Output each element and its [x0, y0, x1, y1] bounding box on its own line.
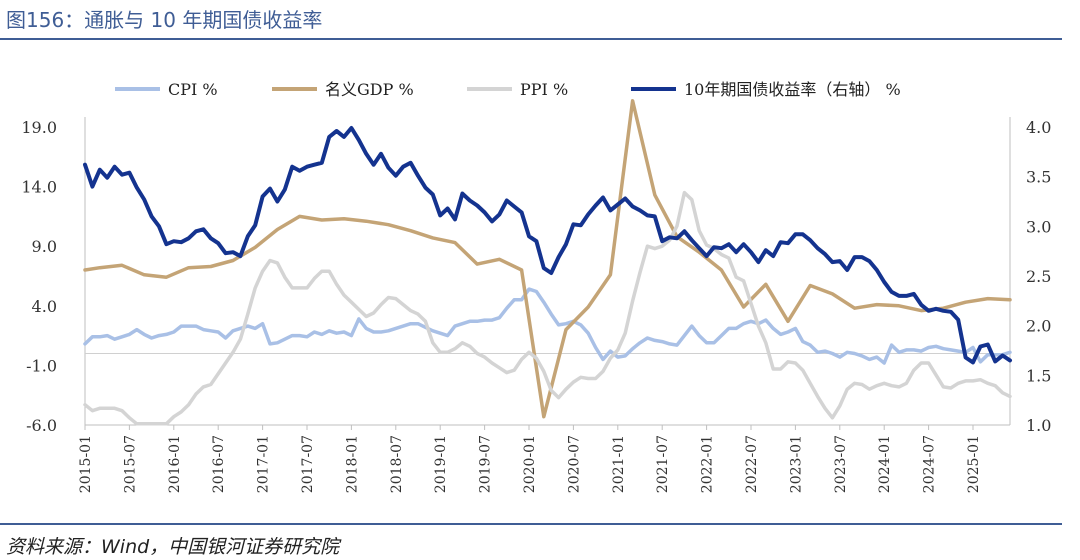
x-tick-label: 2017-07	[300, 435, 316, 493]
series-line-2	[83, 99, 1012, 419]
right-tick-label: 2.0	[1026, 317, 1051, 336]
legend-label-3: PPI %	[520, 80, 568, 99]
right-tick-label: 2.5	[1026, 267, 1051, 286]
x-tick-label: 2015-01	[78, 435, 94, 493]
chart-area: CPI % 名义GDP % PPI % 10年期国债收益率（右轴） % 19.0 14.…	[21, 80, 1051, 493]
x-tick-label: 2018-01	[344, 435, 360, 493]
right-tick-label: 4.0	[1026, 118, 1051, 137]
x-tick-label: 2016-07	[211, 435, 227, 493]
series-line-3	[83, 190, 1012, 426]
left-tick-label: -6.0	[26, 416, 57, 435]
legend-label-1: CPI %	[168, 80, 218, 99]
x-tick-label: 2021-01	[611, 435, 627, 493]
x-tick-label: 2022-07	[744, 435, 760, 493]
x-tick-label: 2016-01	[167, 435, 183, 493]
plot-series	[83, 99, 1012, 426]
right-tick-label: 1.5	[1026, 366, 1051, 385]
x-tick-label: 2017-01	[256, 435, 272, 493]
source-note: 资料来源：Wind，中国银河证券研究院	[6, 536, 340, 558]
x-tick-label: 2019-07	[478, 435, 494, 493]
left-tick-label: 14.0	[21, 178, 57, 197]
x-tick-label: 2022-01	[700, 435, 716, 493]
title-rule	[0, 38, 1062, 40]
legend-label-2: 名义GDP %	[325, 80, 414, 99]
x-tick-label: 2021-07	[655, 435, 671, 493]
right-tick-label: 3.0	[1026, 217, 1051, 236]
x-tick-label: 2023-01	[788, 435, 804, 493]
x-tick-label: 2025-01	[966, 435, 982, 493]
x-tick-label: 2020-01	[522, 435, 538, 493]
left-tick-label: 9.0	[32, 237, 57, 256]
x-tick-label: 2015-07	[122, 435, 138, 493]
series-line-4	[83, 126, 1012, 365]
x-tick-label: 2024-07	[922, 435, 938, 493]
x-tick-label: 2024-01	[877, 435, 893, 493]
x-tick-label: 2019-01	[433, 435, 449, 493]
chart-title: 图156：通胀与 10 年期国债收益率	[6, 8, 323, 32]
x-tick-label: 2018-07	[389, 435, 405, 493]
legend-label-4: 10年期国债收益率（右轴） %	[684, 80, 901, 99]
left-tick-label: 19.0	[21, 118, 57, 137]
left-tick-label: 4.0	[32, 297, 57, 316]
series-line-1	[83, 287, 1012, 365]
x-tick-label: 2023-07	[833, 435, 849, 493]
right-tick-label: 1.0	[1026, 416, 1051, 435]
right-tick-label: 3.5	[1026, 168, 1051, 187]
source-rule	[0, 523, 1062, 525]
x-tick-label: 2020-07	[566, 435, 582, 493]
left-tick-label: -1.0	[26, 356, 57, 375]
axes: 19.0 14.0 9.0 4.0 -1.0 -6.0 4.0 3.5 3.0 2.5 2.0 1.5…	[21, 117, 1051, 493]
legend: CPI % 名义GDP % PPI % 10年期国债收益率（右轴） %	[115, 80, 901, 99]
